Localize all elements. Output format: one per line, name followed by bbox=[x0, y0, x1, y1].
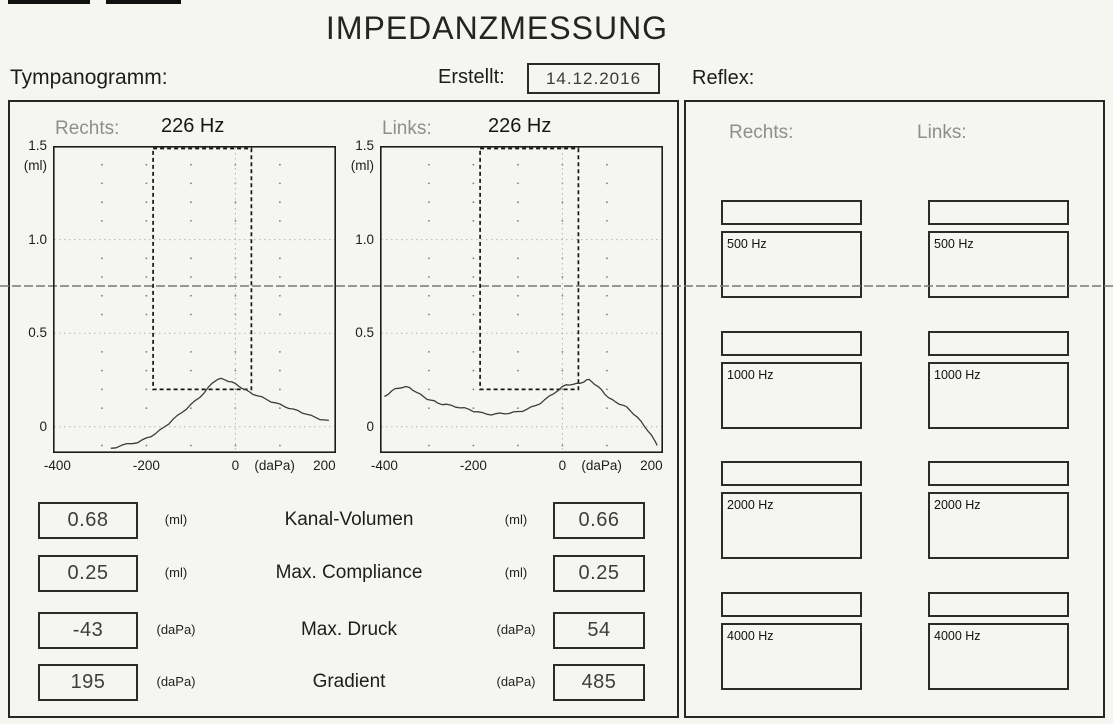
unit-label: (ml) bbox=[504, 512, 528, 527]
row-label: Max. Compliance bbox=[275, 562, 423, 583]
unit-label: (daPa) bbox=[496, 674, 536, 689]
reflex-column-label-rechts: Rechts: bbox=[729, 122, 794, 143]
value-box-rechts: -43 bbox=[38, 612, 138, 649]
unit-label: (ml) bbox=[504, 565, 528, 580]
reflex-frequency-label: 500 Hz bbox=[934, 237, 974, 251]
tympanogram-rechts-xtick-label: 200 bbox=[313, 458, 336, 473]
reflex-result-box-links-4000hz bbox=[928, 592, 1069, 617]
value-box-rechts: 0.25 bbox=[38, 555, 138, 592]
tympanogram-links-ytick-label: 1.0 bbox=[355, 231, 374, 247]
tympanogram-links-normal-range-box bbox=[479, 147, 580, 391]
reflex-column-label-links: Links: bbox=[917, 122, 967, 143]
reflex-trace-box-links-500hz: 500 Hz bbox=[928, 231, 1069, 298]
reflex-section-label: Reflex: bbox=[692, 67, 755, 89]
value-box-links: 0.66 bbox=[553, 502, 645, 539]
redaction-bar-1 bbox=[8, 0, 90, 4]
reflex-frequency-label: 2000 Hz bbox=[727, 498, 774, 512]
results-row-gradient: 195 (daPa) Gradient (daPa) 485 bbox=[0, 664, 1113, 701]
value-box-links: 54 bbox=[553, 612, 645, 649]
reflex-result-box-rechts-4000hz bbox=[721, 592, 862, 617]
created-date-value: 14.12.2016 bbox=[545, 68, 642, 88]
tympanogram-links-y-axis-unit: (ml) bbox=[350, 158, 374, 173]
reflex-result-box-rechts-2000hz bbox=[721, 461, 862, 486]
tympanogram-rechts-ytick-label: 1.0 bbox=[28, 231, 47, 247]
tympanogram-links-ear-label: Links: bbox=[382, 118, 432, 139]
tympanogram-links-xtick-label: -200 bbox=[459, 458, 487, 473]
reflex-frequency-label: 4000 Hz bbox=[727, 629, 774, 643]
tympanogram-links-x-axis-unit: (daPa) bbox=[581, 458, 622, 473]
unit-label: (ml) bbox=[164, 512, 188, 527]
tympanogram-links-xtick-label: 200 bbox=[640, 458, 663, 473]
created-date-box: 14.12.2016 bbox=[527, 63, 660, 94]
tympanogram-rechts-normal-range-box bbox=[152, 147, 253, 391]
redaction-bar-2 bbox=[106, 0, 181, 4]
reflex-frequency-label: 2000 Hz bbox=[934, 498, 981, 512]
reflex-result-box-rechts-1000hz bbox=[721, 331, 862, 356]
tympanogram-links-ytick-label: 1.5 bbox=[355, 138, 374, 153]
value-box-links: 0.25 bbox=[553, 555, 645, 592]
reflex-result-box-links-500hz bbox=[928, 200, 1069, 225]
tympanogram-rechts-ytick-label: 0.5 bbox=[28, 325, 47, 341]
reflex-trace-box-links-4000hz: 4000 Hz bbox=[928, 623, 1069, 690]
tympanogram-section-label: Tympanogramm: bbox=[10, 66, 168, 89]
reflex-frequency-label: 500 Hz bbox=[727, 237, 767, 251]
reflex-trace-box-rechts-4000hz: 4000 Hz bbox=[721, 623, 862, 690]
reflex-trace-box-links-2000hz: 2000 Hz bbox=[928, 492, 1069, 559]
tympanogram-links-dot-grid bbox=[428, 163, 608, 447]
reflex-result-box-links-2000hz bbox=[928, 461, 1069, 486]
tympanogram-links-xtick-label: -400 bbox=[370, 458, 398, 473]
tympanogram-links-ytick-label: 0 bbox=[366, 418, 374, 434]
tympanogram-links-xtick-label: 0 bbox=[558, 458, 567, 473]
reflex-frequency-label: 1000 Hz bbox=[934, 368, 981, 382]
unit-label: (ml) bbox=[164, 565, 188, 580]
unit-label: (daPa) bbox=[156, 674, 196, 689]
tympanogram-links-curve bbox=[384, 378, 658, 446]
results-row-max-druck: -43 (daPa) Max. Druck (daPa) 54 bbox=[0, 612, 1113, 649]
reflex-trace-box-rechts-2000hz: 2000 Hz bbox=[721, 492, 862, 559]
tympanogram-links-probe-tone-label: 226 Hz bbox=[488, 115, 552, 137]
tympanogram-links-plot bbox=[380, 146, 663, 453]
page-title: IMPEDANZMESSUNG bbox=[325, 10, 669, 46]
tympanogram-rechts-xtick-label: -200 bbox=[132, 458, 160, 473]
row-label: Gradient bbox=[312, 671, 386, 692]
tympanogram-rechts-probe-tone-label: 226 Hz bbox=[161, 115, 225, 137]
reflex-result-box-rechts-500hz bbox=[721, 200, 862, 225]
tympanogram-rechts-x-axis-unit: (daPa) bbox=[254, 458, 295, 473]
results-row-max-compliance: 0.25 (ml) Max. Compliance (ml) 0.25 bbox=[0, 555, 1113, 592]
tympanogram-panel bbox=[8, 100, 679, 718]
created-label: Erstellt: bbox=[438, 66, 505, 88]
tympanogram-rechts-ytick-label: 1.5 bbox=[28, 138, 47, 153]
tympanogram-rechts-y-axis-unit: (ml) bbox=[23, 158, 47, 173]
results-row-kanal-volumen: 0.68 (ml) Kanal-Volumen (ml) 0.66 bbox=[0, 502, 1113, 539]
reflex-result-box-links-1000hz bbox=[928, 331, 1069, 356]
tympanogram-rechts-plot bbox=[53, 146, 336, 453]
reflex-panel bbox=[684, 100, 1105, 718]
tympanogram-links-plot-border bbox=[380, 146, 663, 453]
unit-label: (daPa) bbox=[156, 622, 196, 637]
tympanogram-rechts-plot-border bbox=[53, 146, 336, 453]
tympanogram-rechts-ear-label: Rechts: bbox=[55, 118, 120, 139]
unit-label: (daPa) bbox=[496, 622, 536, 637]
tympanogram-links-ytick-label: 0.5 bbox=[355, 325, 374, 341]
reflex-trace-box-rechts-500hz: 500 Hz bbox=[721, 231, 862, 298]
tympanogram-rechts-xtick-label: -400 bbox=[43, 458, 71, 473]
reflex-frequency-label: 1000 Hz bbox=[727, 368, 774, 382]
value-box-links: 485 bbox=[553, 664, 645, 701]
scan-artifact-line bbox=[0, 285, 1113, 287]
row-label: Max. Druck bbox=[300, 619, 398, 640]
tympanogram-rechts-curve bbox=[110, 377, 329, 449]
tympanogram-rechts-xtick-label: 0 bbox=[231, 458, 240, 473]
value-box-rechts: 195 bbox=[38, 664, 138, 701]
reflex-trace-box-rechts-1000hz: 1000 Hz bbox=[721, 362, 862, 429]
row-label: Kanal-Volumen bbox=[284, 509, 414, 530]
tympanogram-rechts-ytick-label: 0 bbox=[39, 418, 47, 434]
reflex-frequency-label: 4000 Hz bbox=[934, 629, 981, 643]
value-box-rechts: 0.68 bbox=[38, 502, 138, 539]
reflex-trace-box-links-1000hz: 1000 Hz bbox=[928, 362, 1069, 429]
